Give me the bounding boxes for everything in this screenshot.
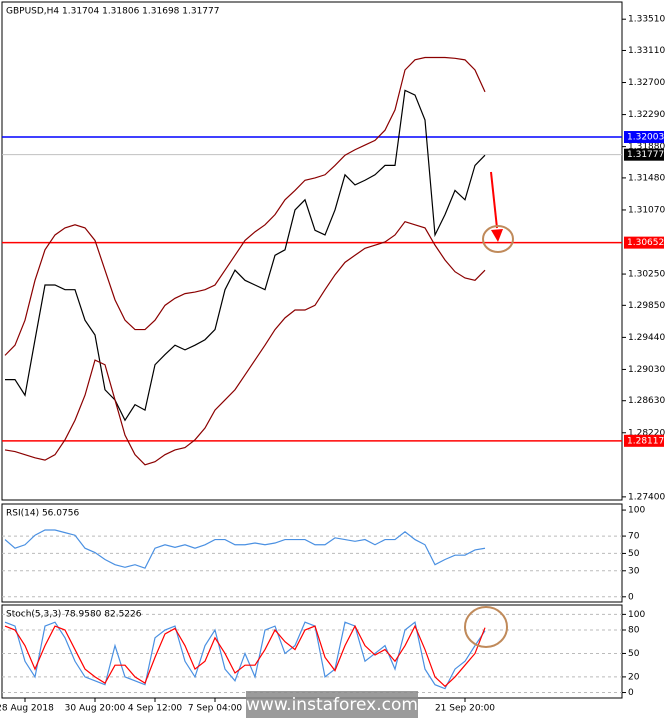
series-line [4, 56, 486, 356]
y-tick-label: 100 [628, 506, 645, 516]
level-label-bg [624, 131, 664, 144]
level-label-bg [624, 148, 664, 161]
panel-title: GBPUSD,H4 1.31704 1.31806 1.31698 1.3177… [6, 7, 219, 17]
y-tick-label: 0 [628, 688, 634, 698]
series-line [5, 89, 486, 422]
y-tick-label: 1.29030 [628, 365, 665, 375]
y-tick-label: 50 [628, 649, 640, 659]
level-label: 1.28117 [627, 436, 664, 446]
marks: 1.33510 1.33110 1.32700 1.32290 1.31880 1.314… [0, 7, 665, 714]
y-tick-label: 1.29850 [628, 301, 665, 311]
panel-title: RSI(14) 56.0756 [6, 509, 79, 519]
circle-marker [464, 606, 508, 648]
y-tick-label: 0 [628, 592, 634, 602]
y-tick-label: 50 [628, 549, 640, 559]
y-tick-label: 1.32700 [628, 78, 665, 88]
y-tick-label: 100 [628, 610, 645, 620]
y-tick-label: 20 [628, 672, 640, 682]
panel-title: Stoch(5,3,3) 78.9580 82.5226 [6, 610, 142, 620]
watermark: www.instaforex.com [246, 695, 418, 715]
watermark-bg [246, 691, 418, 718]
level-label: 1.30652 [627, 238, 664, 248]
y-tick-label: 80 [628, 626, 640, 636]
y-tick-label: 1.27400 [628, 492, 665, 502]
level-label: 1.32003 [627, 133, 664, 143]
series-line [4, 621, 486, 690]
y-tick-label: 1.33510 [628, 15, 665, 25]
y-tick-label: 1.28220 [628, 428, 665, 438]
x-tick-label: 21 Sep 20:00 [435, 704, 495, 714]
main-panel [1, 1, 623, 501]
x-tick-label: 28 Aug 2018 [0, 704, 54, 714]
y-tick-label: 1.33110 [628, 46, 665, 56]
y-tick-label: 1.31480 [628, 173, 665, 183]
circle-marker [482, 225, 514, 253]
arrow [490, 171, 498, 229]
y-tick-label: 1.31880 [628, 142, 665, 152]
level-label: 1.31777 [627, 150, 664, 160]
level-label-bg [624, 236, 664, 249]
level-label-bg [624, 434, 664, 447]
y-tick-label: 70 [628, 532, 640, 542]
arrow-head [491, 229, 503, 242]
series-line [4, 529, 486, 569]
x-tick-label: 4 Sep 12:00 [128, 704, 183, 714]
series-line [4, 624, 486, 688]
y-tick-label: 1.28630 [628, 396, 665, 406]
x-tick-label: 30 Aug 20:00 [65, 704, 126, 714]
series-line [4, 220, 486, 466]
y-tick-label: 1.31070 [628, 205, 665, 215]
y-tick-label: 1.30250 [628, 270, 665, 280]
x-tick-label: 7 Sep 04:00 [188, 704, 243, 714]
y-tick-label: 1.32290 [628, 110, 665, 120]
y-tick-label: 1.29440 [628, 333, 665, 343]
y-tick-label: 30 [628, 566, 640, 576]
